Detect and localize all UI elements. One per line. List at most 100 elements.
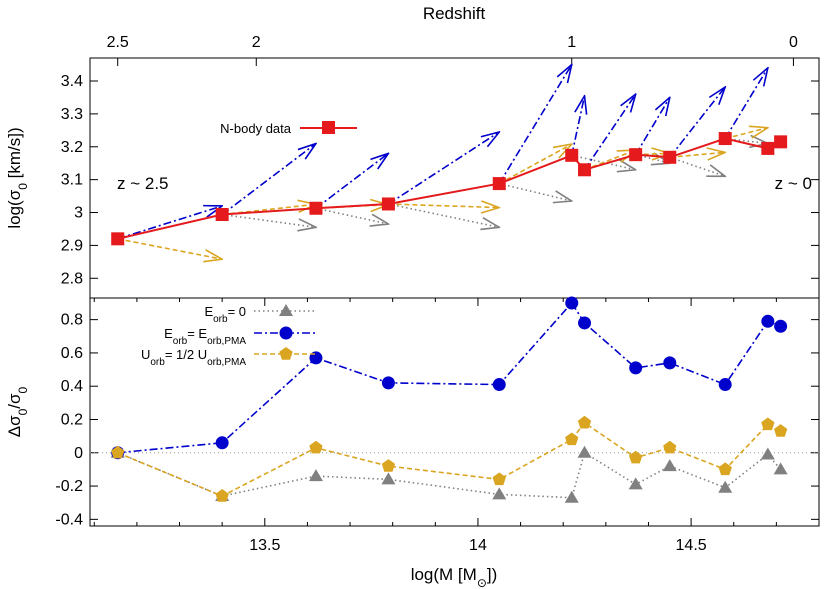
arrow-eorb-pma <box>570 96 585 156</box>
annotation-redshift-label: z ~ 0 <box>775 174 812 193</box>
arrow-eorb-pma <box>315 153 388 209</box>
redshift-tick-label: 2.5 <box>107 34 129 51</box>
redshift-tick-label: 0 <box>789 34 798 51</box>
annotation-redshift-label: z ~ 2.5 <box>117 174 169 193</box>
arrow-eorb0 <box>222 213 316 227</box>
delta-point-triangle <box>577 445 592 458</box>
bottom-ytick-label: 0.4 <box>61 378 83 395</box>
delta-point-pentagon <box>718 462 732 476</box>
xtick-label: 14.5 <box>676 537 707 554</box>
top-ytick-label: 3.2 <box>61 139 83 156</box>
nbody-point <box>761 141 775 155</box>
top-ytick-label: 3 <box>74 205 83 222</box>
bottom-ytick-label: -0.2 <box>55 478 83 495</box>
xtick-label: 14 <box>469 537 487 554</box>
delta-point-pentagon <box>381 459 396 472</box>
delta-point-pentagon <box>309 440 323 454</box>
top-legend: N-body data <box>220 121 357 136</box>
delta-point-circle <box>718 378 732 392</box>
bottom-y-ticks: -0.4 -0.2 0 0.2 0.4 0.6 0.8 <box>55 312 819 528</box>
top-panel: Redshift 2.5 2 1 0 2.8 2.9 3 3.1 3.2 3.3 3.4 log(… <box>5 4 820 299</box>
legend-uorb-marker <box>279 347 293 360</box>
delta-point-circle <box>774 319 788 333</box>
top-axis-title: Redshift <box>423 4 486 23</box>
delta-point-triangle <box>718 480 733 493</box>
bottom-ytick-label: 0.2 <box>61 411 83 428</box>
bottom-ytick-label: -0.4 <box>55 511 83 528</box>
delta-point-circle <box>761 314 775 328</box>
top-y-axis-title: log(σ0 [km/s]) <box>5 127 30 228</box>
nbody-point <box>578 163 592 177</box>
delta-line-circle <box>117 301 781 454</box>
bottom-ytick-label: 0.8 <box>61 312 83 329</box>
top-annotations: z ~ 2.5 z ~ 0 <box>117 174 812 193</box>
arrow-eorb-pma <box>498 65 571 185</box>
legend-eorbpma-marker <box>279 326 293 340</box>
delta-series <box>110 296 788 503</box>
nbody-point <box>718 132 732 146</box>
delta-point-pentagon <box>215 489 229 502</box>
arrow-eorb-pma <box>583 94 636 171</box>
delta-point-circle <box>565 296 579 310</box>
bottom-ytick-label: 0.6 <box>61 345 83 362</box>
arrow-eorb0 <box>669 156 725 176</box>
nbody-point <box>629 148 643 162</box>
bottom-ytick-label: 0 <box>74 445 83 462</box>
legend-eorbpma-label: Eorb= Eorb,PMA <box>164 326 246 347</box>
bottom-panel: -0.4-0.200.20.40.60.8 13.5 14 14.5 Δσ0/σ0 … <box>5 296 820 589</box>
arrow-uorb-half <box>669 152 725 157</box>
delta-point-pentagon <box>774 424 788 437</box>
arrow-eorb0 <box>499 182 571 201</box>
arrow-eorb-pma <box>724 68 768 139</box>
delta-point-pentagon <box>577 415 592 429</box>
delta-point-pentagon <box>629 450 643 464</box>
legend-eorb0-marker <box>279 304 293 316</box>
bottom-x-ticks: 13.5 14 14.5 <box>93 298 820 554</box>
arrow-uorb-half <box>117 238 222 259</box>
nbody-point <box>565 148 579 162</box>
top-ytick-label: 3.1 <box>61 172 83 189</box>
legend-nbody-label: N-body data <box>220 121 292 136</box>
top-ytick-label: 2.8 <box>61 270 83 287</box>
arrow-uorb-half <box>725 128 768 140</box>
arrow-eorb0 <box>315 207 388 224</box>
bottom-x-axis-title: log(M [M⊙]) <box>411 565 498 589</box>
delta-point-circle <box>215 436 229 450</box>
delta-point-pentagon <box>663 440 677 454</box>
nbody-point <box>663 150 677 164</box>
nbody-point <box>111 232 125 246</box>
legend-uorb-label: Uorb= 1/2 Uorb,PMA <box>141 347 246 368</box>
delta-point-triangle <box>381 472 396 485</box>
delta-point-pentagon <box>492 472 506 486</box>
delta-point-pentagon <box>761 417 775 431</box>
bottom-y-axis-title: Δσ0/σ0 <box>5 386 30 437</box>
delta-point-circle <box>578 316 592 330</box>
nbody-point <box>309 201 323 215</box>
delta-line-triangle <box>117 451 782 499</box>
nbody-series <box>111 132 788 246</box>
bottom-legend: Eorb= 0 Eorb= Eorb,PMA Uorb= 1/2 Uorb,PM… <box>141 304 317 368</box>
delta-point-circle <box>663 356 677 370</box>
delta-point-triangle <box>564 490 579 503</box>
delta-point-triangle <box>492 487 507 500</box>
delta-point-triangle <box>308 469 323 482</box>
nbody-point <box>215 207 229 221</box>
legend-nbody-marker <box>322 121 335 134</box>
nbody-point <box>774 135 788 149</box>
delta-point-triangle <box>760 447 775 460</box>
delta-point-pentagon <box>111 445 125 459</box>
delta-point-triangle <box>628 477 643 490</box>
delta-line-pentagon <box>117 421 782 497</box>
delta-point-circle <box>381 376 395 390</box>
arrow-uorb-half <box>498 144 571 185</box>
delta-point-triangle <box>773 462 788 475</box>
delta-point-triangle <box>662 459 677 472</box>
nbody-point <box>492 177 506 191</box>
nbody-point <box>381 197 395 211</box>
top-axis-ticks: 2.5 2 1 0 <box>107 34 798 66</box>
top-plot-frame <box>89 57 820 299</box>
arrow-eorb-pma <box>221 143 316 216</box>
arrow-eorb-pma <box>117 206 222 240</box>
top-ytick-label: 3.3 <box>61 106 83 123</box>
legend-eorb0-label: Eorb= 0 <box>204 304 246 325</box>
